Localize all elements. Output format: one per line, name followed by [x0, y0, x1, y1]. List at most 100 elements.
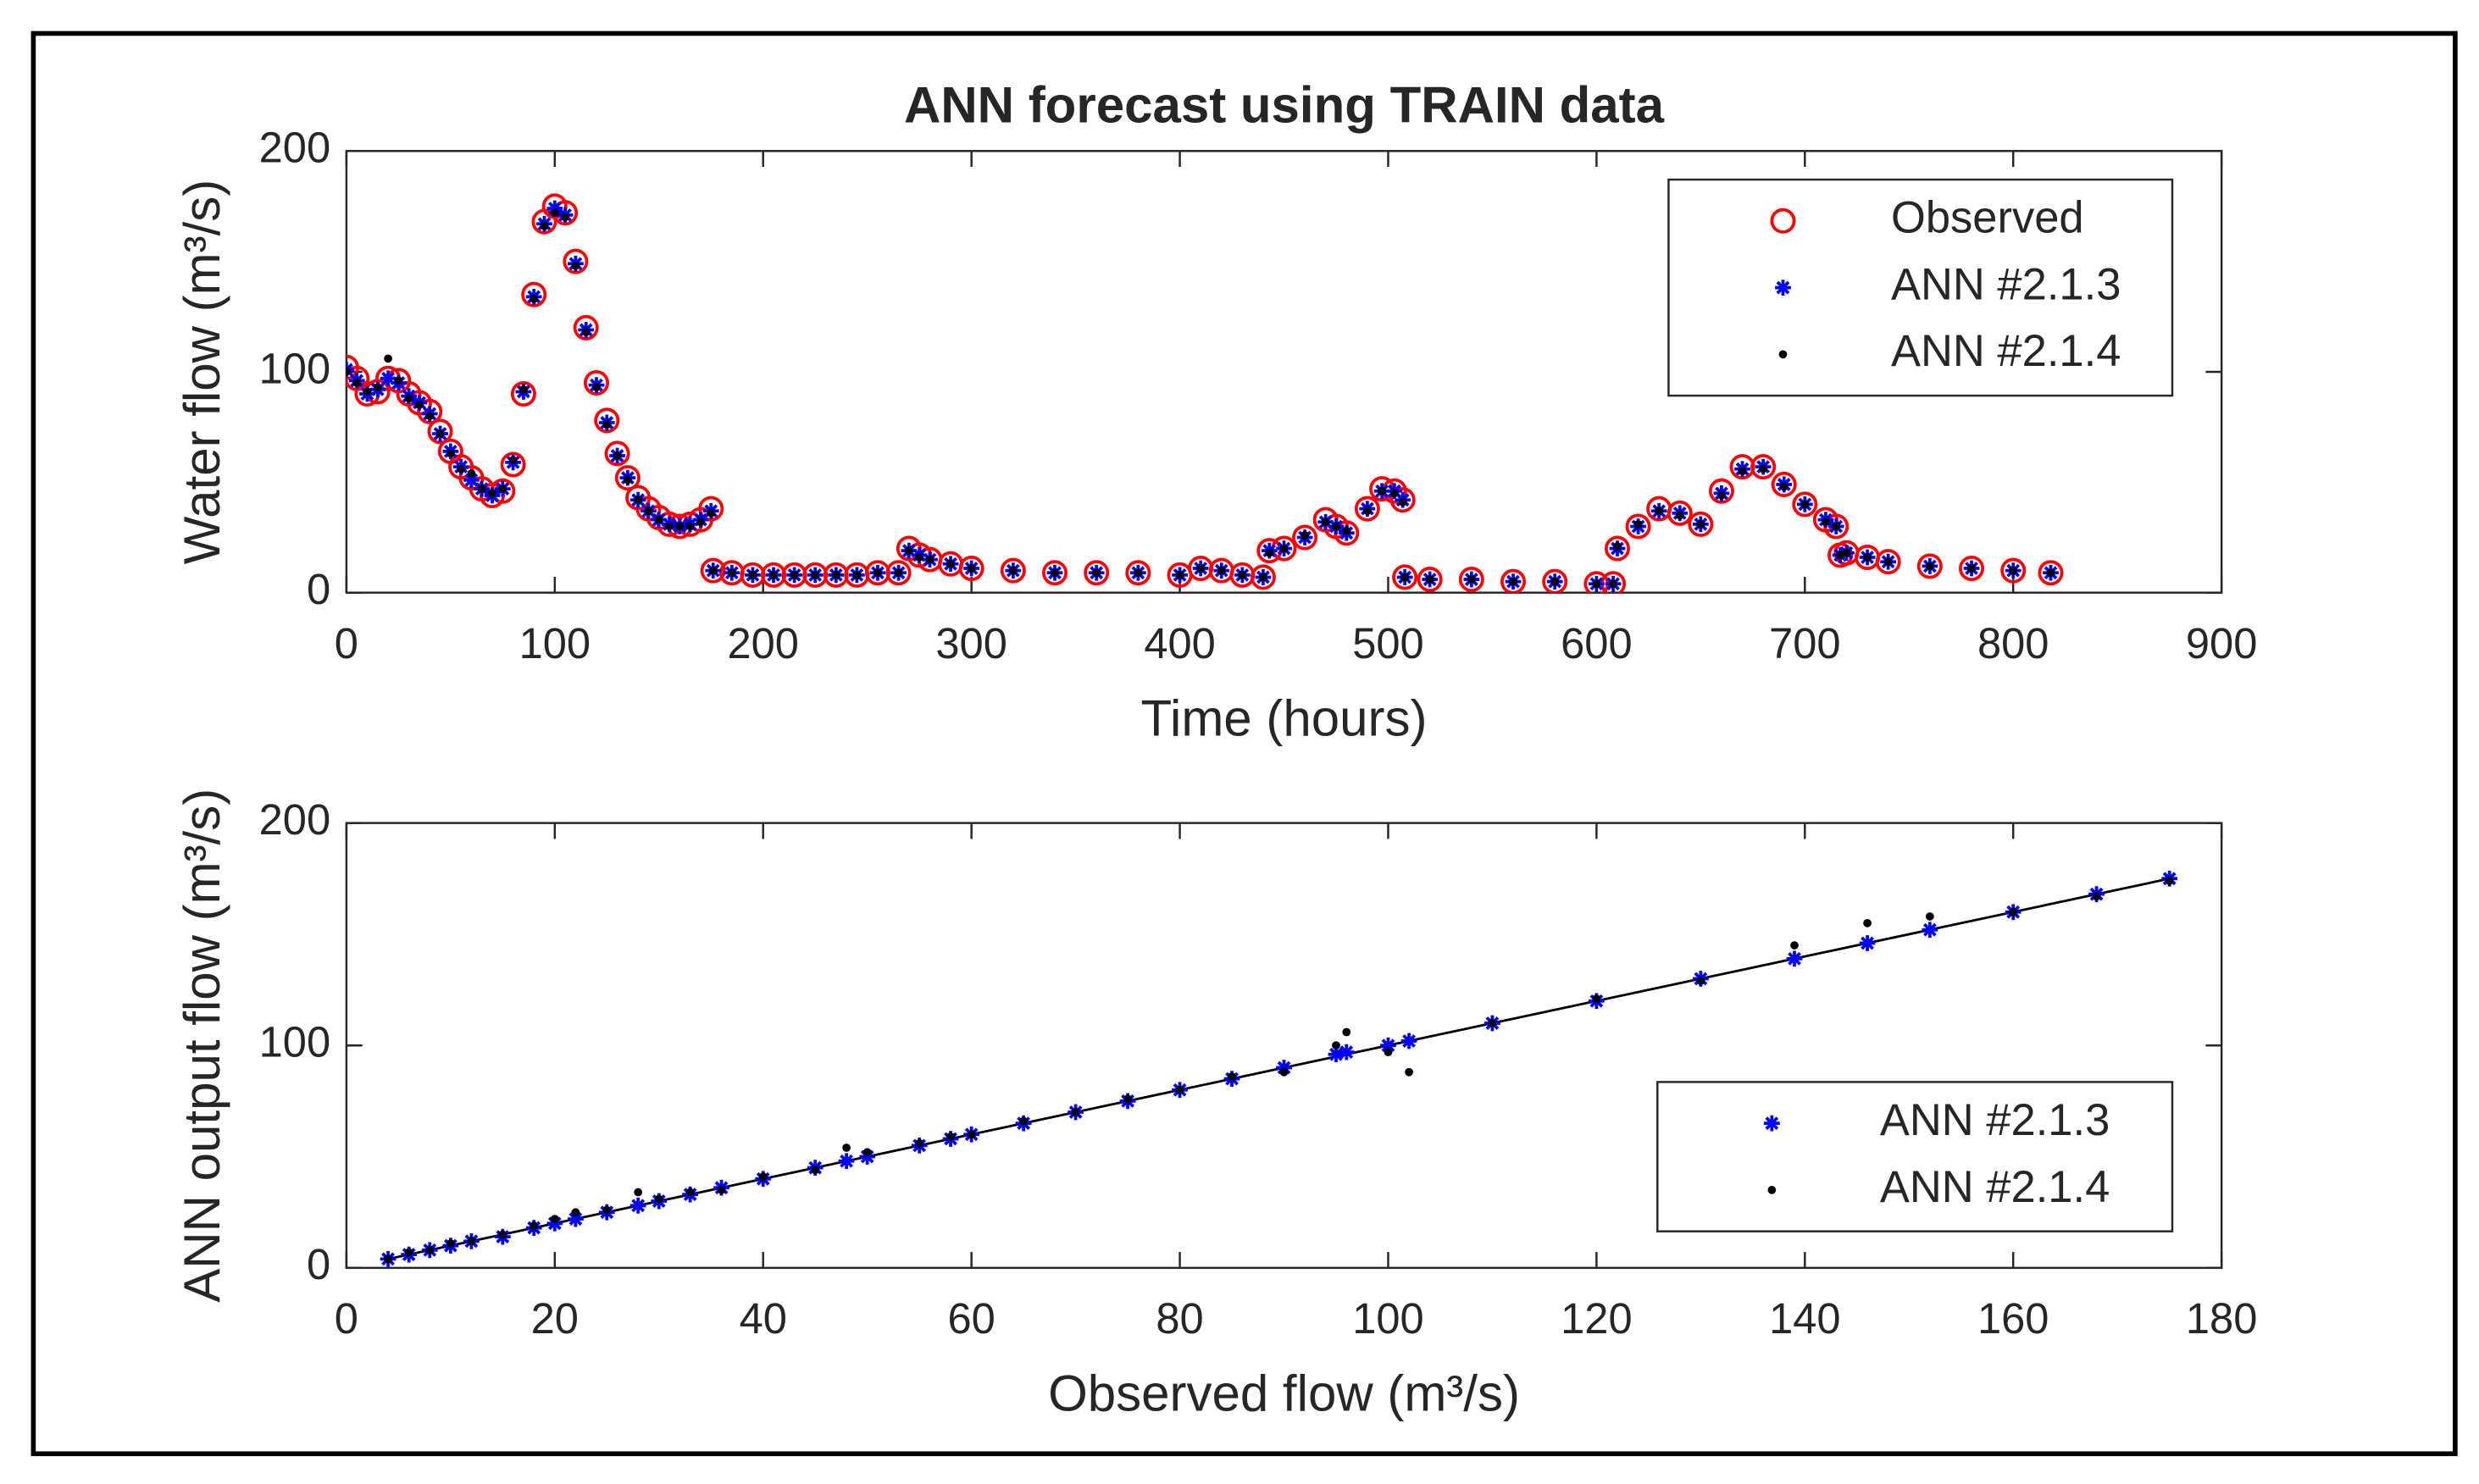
- x-axis-label: Time (hours): [1141, 689, 1428, 746]
- x-tick-label: 100: [1352, 1294, 1423, 1343]
- marker-dot: [363, 387, 372, 396]
- x-tick-label: 0: [335, 619, 358, 667]
- marker-dot: [1613, 542, 1622, 551]
- series: [346, 208, 2055, 589]
- marker-circle: [594, 407, 620, 434]
- marker-circle: [604, 440, 630, 467]
- marker-dot: [1967, 564, 1976, 573]
- marker-dot: [1717, 491, 1726, 500]
- marker-dot: [904, 546, 913, 556]
- marker-circle: [1354, 496, 1380, 522]
- x-tick-label: 140: [1769, 1294, 1840, 1343]
- marker-dot: [602, 1205, 612, 1215]
- marker-dot: [1008, 566, 1018, 575]
- marker-dot: [1592, 994, 1601, 1003]
- marker-circle: [1667, 500, 1693, 526]
- x-tick-label: 0: [335, 1294, 358, 1343]
- marker-dot: [894, 568, 903, 578]
- marker-dot: [1863, 553, 1872, 562]
- marker-dot: [644, 507, 653, 516]
- marker-dot: [1398, 497, 1407, 507]
- marker-dot: [862, 1148, 872, 1157]
- marker-dot: [915, 553, 924, 562]
- marker-dot: [467, 469, 476, 478]
- legend-entry: Observed: [1770, 193, 2084, 243]
- marker-star: [1922, 922, 1938, 939]
- marker-dot: [1259, 573, 1267, 582]
- marker-dot: [1467, 575, 1476, 584]
- marker-circle: [1604, 535, 1630, 562]
- marker-dot: [2009, 566, 2018, 575]
- marker-circle: [698, 496, 724, 522]
- marker-star: [1276, 1060, 1292, 1076]
- marker-dot: [1134, 568, 1143, 578]
- marker-star: [838, 1153, 855, 1170]
- legend-entry: ANN #2.1.3: [1763, 1095, 2110, 1145]
- x-tick-label: 200: [727, 619, 798, 667]
- legend-entry: ANN #2.1.3: [1775, 259, 2121, 309]
- marker-dot: [1175, 570, 1184, 579]
- marker-dot: [758, 1172, 768, 1182]
- marker-dot: [1842, 548, 1851, 557]
- marker-circle: [1542, 568, 1568, 593]
- marker-circle: [1625, 513, 1651, 540]
- marker-dot: [790, 570, 799, 579]
- marker-dot: [1767, 1186, 1777, 1194]
- marker-dot: [1790, 941, 1799, 950]
- marker-dot: [530, 295, 539, 303]
- marker-star: [629, 1197, 646, 1214]
- marker-dot: [842, 1143, 851, 1152]
- marker-dot: [1389, 489, 1399, 498]
- legend-box: [1656, 1081, 2174, 1232]
- marker-dot: [634, 496, 643, 505]
- marker-dot: [1019, 1116, 1028, 1126]
- marker-dot: [1836, 551, 1844, 560]
- legend-label: ANN #2.1.4: [1891, 326, 2121, 376]
- marker-dot: [1592, 579, 1601, 589]
- marker-dot: [2009, 907, 2018, 916]
- marker-dot: [811, 570, 820, 579]
- marker-circle: [417, 398, 443, 424]
- marker-dot: [540, 222, 549, 230]
- x-tick-label: 900: [2186, 619, 2257, 667]
- marker-dot: [769, 570, 778, 579]
- marker-dot: [946, 559, 955, 568]
- marker-dot: [1051, 568, 1059, 578]
- marker-dot: [873, 568, 882, 578]
- y-tick-label: 0: [307, 1240, 330, 1288]
- marker-circle: [1417, 567, 1443, 593]
- marker-dot: [488, 489, 496, 498]
- marker-dot: [1488, 1019, 1497, 1027]
- y-axis-label: ANN output flow (m³/s): [174, 789, 230, 1303]
- y-tick-label: 0: [307, 565, 330, 613]
- marker-dot: [1123, 1094, 1132, 1104]
- marker-dot: [1655, 507, 1664, 516]
- marker-star: [1400, 1033, 1417, 1049]
- marker-dot: [946, 1132, 955, 1141]
- marker-dot: [1238, 570, 1247, 579]
- marker-dot: [384, 354, 392, 363]
- x-tick-label: 800: [1977, 619, 2049, 667]
- marker-dot: [967, 564, 976, 573]
- marker-dot: [498, 1230, 507, 1239]
- marker-dot: [1550, 577, 1560, 586]
- marker-dot: [1092, 568, 1101, 578]
- marker-dot: [404, 394, 413, 403]
- marker-dot: [967, 1130, 976, 1139]
- marker-dot: [2046, 568, 2055, 578]
- marker-dot: [1217, 566, 1226, 575]
- marker-star: [1763, 1115, 1780, 1132]
- marker-dot: [1384, 1048, 1393, 1057]
- marker-star: [568, 1210, 584, 1227]
- marker-dot: [1863, 918, 1872, 928]
- marker-dot: [748, 570, 757, 579]
- marker-star: [1775, 280, 1791, 296]
- x-axis-label: Observed flow (m³/s): [1048, 1365, 1520, 1422]
- marker-dot: [446, 449, 455, 458]
- marker-dot: [1196, 564, 1206, 573]
- y-tick-label: 200: [259, 124, 330, 172]
- marker-dot: [435, 429, 445, 438]
- marker-dot: [592, 383, 601, 392]
- marker-dot: [654, 515, 663, 524]
